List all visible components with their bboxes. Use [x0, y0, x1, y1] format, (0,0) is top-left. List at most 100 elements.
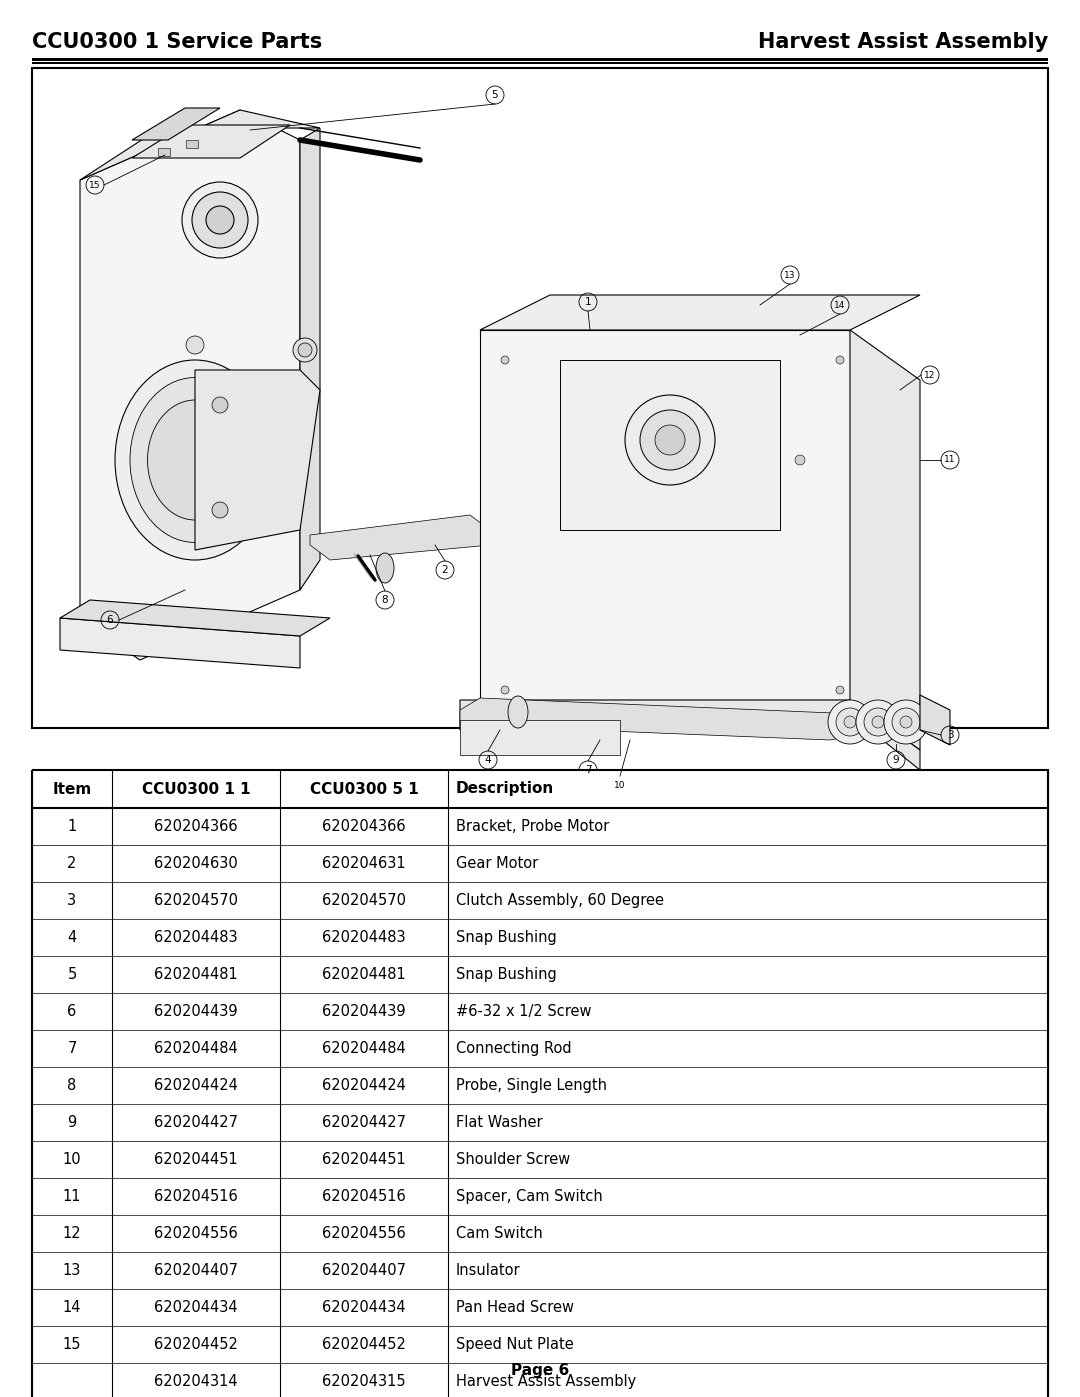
Text: Item: Item — [52, 781, 92, 796]
Text: 620204434: 620204434 — [154, 1301, 238, 1315]
Text: 10: 10 — [63, 1153, 81, 1166]
Circle shape — [872, 717, 885, 728]
Text: 620204516: 620204516 — [322, 1189, 406, 1204]
Circle shape — [625, 395, 715, 485]
Polygon shape — [60, 599, 330, 636]
Text: 12: 12 — [63, 1227, 81, 1241]
Bar — [32, 68, 1048, 728]
Polygon shape — [195, 370, 320, 550]
Text: Pan Head Screw: Pan Head Screw — [456, 1301, 573, 1315]
Bar — [32, 61, 1048, 63]
Text: Harvest Assist Assembly: Harvest Assist Assembly — [758, 32, 1048, 52]
Polygon shape — [132, 124, 291, 158]
Text: CCU0300 1 Service Parts: CCU0300 1 Service Parts — [32, 32, 322, 52]
Text: 620204570: 620204570 — [322, 893, 406, 908]
Text: Spacer, Cam Switch: Spacer, Cam Switch — [456, 1189, 603, 1204]
Circle shape — [885, 700, 928, 745]
Polygon shape — [310, 515, 490, 560]
Text: 620204484: 620204484 — [322, 1041, 406, 1056]
Circle shape — [864, 708, 892, 736]
Text: 620204407: 620204407 — [154, 1263, 238, 1278]
Text: 10: 10 — [615, 781, 625, 789]
Text: Snap Bushing: Snap Bushing — [456, 930, 557, 944]
Text: 3: 3 — [947, 731, 954, 740]
Ellipse shape — [376, 553, 394, 583]
Polygon shape — [460, 698, 880, 740]
Text: 7: 7 — [584, 766, 592, 775]
Text: 620204483: 620204483 — [154, 930, 238, 944]
Text: 620204315: 620204315 — [322, 1375, 406, 1389]
Text: 620204439: 620204439 — [322, 1004, 406, 1018]
Circle shape — [795, 455, 805, 465]
Text: 1: 1 — [584, 298, 592, 307]
Text: 620204427: 620204427 — [154, 1115, 238, 1130]
Text: 2: 2 — [442, 564, 448, 576]
Circle shape — [192, 191, 248, 249]
Circle shape — [654, 425, 685, 455]
Text: 620204439: 620204439 — [154, 1004, 238, 1018]
Text: 6: 6 — [107, 615, 113, 624]
Text: 620204516: 620204516 — [154, 1189, 238, 1204]
Text: 11: 11 — [63, 1189, 81, 1204]
Text: 3: 3 — [67, 893, 77, 908]
Text: 620204484: 620204484 — [154, 1041, 238, 1056]
Text: 6: 6 — [67, 1004, 77, 1018]
Text: Description: Description — [456, 781, 554, 796]
Text: 14: 14 — [835, 300, 846, 310]
Ellipse shape — [130, 377, 260, 542]
Bar — [561, 360, 780, 529]
Polygon shape — [300, 129, 320, 590]
Text: Snap Bushing: Snap Bushing — [456, 967, 557, 982]
Text: 620204451: 620204451 — [154, 1153, 238, 1166]
Circle shape — [298, 344, 312, 358]
Text: 620204434: 620204434 — [322, 1301, 406, 1315]
Ellipse shape — [508, 696, 528, 728]
Polygon shape — [480, 295, 920, 330]
Text: 620204427: 620204427 — [322, 1115, 406, 1130]
Text: 620204424: 620204424 — [322, 1078, 406, 1092]
Text: Speed Nut Plate: Speed Nut Plate — [456, 1337, 573, 1352]
Polygon shape — [460, 700, 920, 770]
Text: Probe, Single Length: Probe, Single Length — [456, 1078, 607, 1092]
Circle shape — [206, 205, 234, 235]
Polygon shape — [920, 694, 950, 745]
Text: Insulator: Insulator — [456, 1263, 521, 1278]
Polygon shape — [480, 330, 850, 700]
Polygon shape — [132, 108, 220, 140]
Text: Connecting Rod: Connecting Rod — [456, 1041, 571, 1056]
Text: #6-32 x 1/2 Screw: #6-32 x 1/2 Screw — [456, 1004, 592, 1018]
Circle shape — [183, 182, 258, 258]
Text: 620204483: 620204483 — [322, 930, 406, 944]
Polygon shape — [60, 617, 300, 668]
Polygon shape — [80, 110, 320, 180]
Circle shape — [293, 338, 318, 362]
Bar — [32, 59, 1048, 61]
Text: 620204407: 620204407 — [322, 1263, 406, 1278]
Text: 620204451: 620204451 — [322, 1153, 406, 1166]
Polygon shape — [850, 330, 920, 750]
Circle shape — [836, 356, 843, 365]
Text: 13: 13 — [784, 271, 796, 279]
Bar — [158, 148, 170, 156]
Circle shape — [856, 700, 900, 745]
Text: Page 6: Page 6 — [511, 1362, 569, 1377]
Circle shape — [501, 356, 509, 365]
Text: 4: 4 — [485, 754, 491, 766]
Text: 620204631: 620204631 — [322, 856, 406, 870]
Text: 620204481: 620204481 — [322, 967, 406, 982]
Text: 15: 15 — [90, 180, 100, 190]
Circle shape — [843, 717, 856, 728]
Text: 620204424: 620204424 — [154, 1078, 238, 1092]
Text: 620204556: 620204556 — [154, 1227, 238, 1241]
Text: 5: 5 — [67, 967, 77, 982]
Circle shape — [892, 708, 920, 736]
Text: Bracket, Probe Motor: Bracket, Probe Motor — [456, 819, 609, 834]
Text: 11: 11 — [944, 455, 956, 464]
Text: Gear Motor: Gear Motor — [456, 856, 538, 870]
Text: Clutch Assembly, 60 Degree: Clutch Assembly, 60 Degree — [456, 893, 664, 908]
Text: 2: 2 — [67, 856, 77, 870]
Text: 15: 15 — [63, 1337, 81, 1352]
Text: Flat Washer: Flat Washer — [456, 1115, 542, 1130]
Circle shape — [501, 686, 509, 694]
Text: 620204556: 620204556 — [322, 1227, 406, 1241]
